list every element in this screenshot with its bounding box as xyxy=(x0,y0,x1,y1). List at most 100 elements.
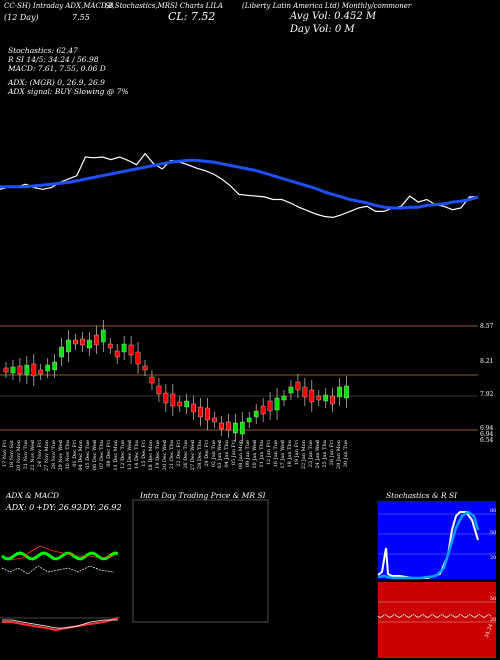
date-label: 18 Nov Sat xyxy=(8,440,15,469)
candle-body-17 xyxy=(121,343,127,353)
stochastics-readout: Stochastics: 62.47 xyxy=(8,46,78,55)
date-label: 07 Dec Thu xyxy=(99,440,106,470)
candle-body-45 xyxy=(316,395,322,401)
date-label: 05 Jan Fri xyxy=(231,440,238,466)
candle-body-14 xyxy=(100,329,106,343)
candle-body-23 xyxy=(163,392,169,404)
candle-body-13 xyxy=(94,334,99,346)
candle-body-11 xyxy=(80,338,85,346)
candle-body-34 xyxy=(239,421,245,435)
date-label: 19 Jan Fri xyxy=(293,440,300,466)
date-label: 11 Dec Mon xyxy=(113,440,120,471)
date-label: 12 Dec Tue xyxy=(120,440,127,469)
candle-body-26 xyxy=(184,400,190,408)
stoch-blue-line xyxy=(377,510,480,580)
date-label: 13 Dec Wed xyxy=(127,440,134,471)
candle-body-20 xyxy=(142,365,148,371)
candle-body-19 xyxy=(135,351,141,365)
date-label: 05 Dec Tue xyxy=(85,440,92,469)
candle-body-8 xyxy=(59,346,64,358)
candle-body-37 xyxy=(260,405,266,415)
date-label: 08 Jan Mon xyxy=(238,440,245,470)
adx-readout: ADX: (MGR) 0, 26.9, 26.9 xyxy=(8,78,105,87)
candle-body-7 xyxy=(52,361,58,371)
candle-body-42 xyxy=(295,381,301,391)
rsi-line xyxy=(377,614,492,618)
date-label: 17 Nov Fri xyxy=(2,440,8,468)
header-title-3: SI Charts LILA xyxy=(170,2,223,10)
date-label: 29 Jan Mon xyxy=(335,440,342,470)
adx-value: ADX: 0 xyxy=(6,503,35,512)
date-label: 14 Dec Thu xyxy=(134,440,141,470)
date-label: 26 Jan Fri xyxy=(328,440,335,466)
candle-body-38 xyxy=(267,400,273,412)
candle-body-40 xyxy=(281,395,287,401)
candle-body-35 xyxy=(246,417,252,423)
candle-body-5 xyxy=(38,369,44,375)
candle-body-47 xyxy=(330,395,336,405)
price-label-6: 6.54 xyxy=(480,437,494,444)
date-label: 30 Jan Tue xyxy=(342,440,349,468)
date-label: 24 Jan Wed xyxy=(314,440,321,469)
date-label: 18 Jan Thu xyxy=(286,440,293,468)
minus-dy-value: -DY: 26.92 xyxy=(80,503,122,512)
macd-red-line xyxy=(2,617,119,632)
candle-body-39 xyxy=(274,397,280,411)
overview-series-1 xyxy=(0,158,479,210)
date-label: 04 Jan Thu xyxy=(224,440,231,468)
candle-body-29 xyxy=(205,407,210,421)
candle-body-15 xyxy=(107,343,113,349)
candle-body-46 xyxy=(323,394,329,402)
candle-body-25 xyxy=(177,401,183,407)
candle-body-24 xyxy=(170,393,176,407)
date-label: 15 Dec Fri xyxy=(141,440,147,467)
candle-body-36 xyxy=(253,410,259,418)
candle-body-43 xyxy=(302,386,308,398)
candle-body-28 xyxy=(198,406,203,418)
stoch-tick-50: 50 xyxy=(490,530,497,536)
adx-green-line xyxy=(1,551,119,561)
stoch-white-line xyxy=(377,511,479,579)
date-label: 09 Jan Tue xyxy=(245,440,252,468)
avg-volume: Avg Vol: 0.452 M xyxy=(290,11,377,22)
stochastics-panel xyxy=(378,501,496,579)
candle-body-2 xyxy=(17,365,23,375)
date-label: 08 Dec Fri xyxy=(106,440,113,467)
candle-body-1 xyxy=(10,366,16,374)
date-label: 17 Jan Wed xyxy=(280,440,286,469)
date-label: 16 Jan Tue xyxy=(273,440,280,468)
candle-body-21 xyxy=(149,376,155,384)
date-label: 29 Nov Wed xyxy=(57,440,64,471)
adx-red-line xyxy=(9,545,115,561)
day-volume: Day Vol: 0 M xyxy=(290,24,355,35)
stoch-tick-80: 80 xyxy=(490,508,497,514)
adx-macd-title: ADX & MACD xyxy=(6,491,60,500)
candle-body-6 xyxy=(45,364,51,372)
date-label: 21 Dec Thu xyxy=(168,440,175,470)
date-label: 10 Jan Wed xyxy=(252,440,259,469)
rsi-value: 34.24 xyxy=(483,623,495,639)
stoch-rsi-title: Stochastics & R SI xyxy=(386,491,458,500)
candle-body-16 xyxy=(114,350,120,358)
rsi-readout: R SI 14/5: 34.24 / 56.98 xyxy=(8,55,99,64)
candle-body-33 xyxy=(232,422,238,434)
candle-body-22 xyxy=(156,385,162,395)
price-label-3: 7.92 xyxy=(480,391,494,398)
candle-body-12 xyxy=(87,339,92,349)
date-label: 03 Jan Wed xyxy=(217,440,224,469)
plus-dy-value: +DY: 26.92 xyxy=(36,503,82,512)
date-label: 23 Jan Tue xyxy=(307,440,314,468)
price-label-4: 6.94 xyxy=(480,425,494,432)
date-label: 22 Jan Mon xyxy=(300,440,307,470)
date-label: 25 Jan Thu xyxy=(321,440,328,468)
macd-readout: MACD: 7.61, 7.55, 0.06 D xyxy=(8,64,106,73)
candle-body-32 xyxy=(226,421,231,431)
date-label: 30 Nov Thu xyxy=(64,440,71,470)
date-label: 27 Dec Wed xyxy=(189,440,196,471)
candle-body-31 xyxy=(219,422,224,430)
macd-white-line xyxy=(2,619,118,629)
candle-body-10 xyxy=(73,339,78,345)
